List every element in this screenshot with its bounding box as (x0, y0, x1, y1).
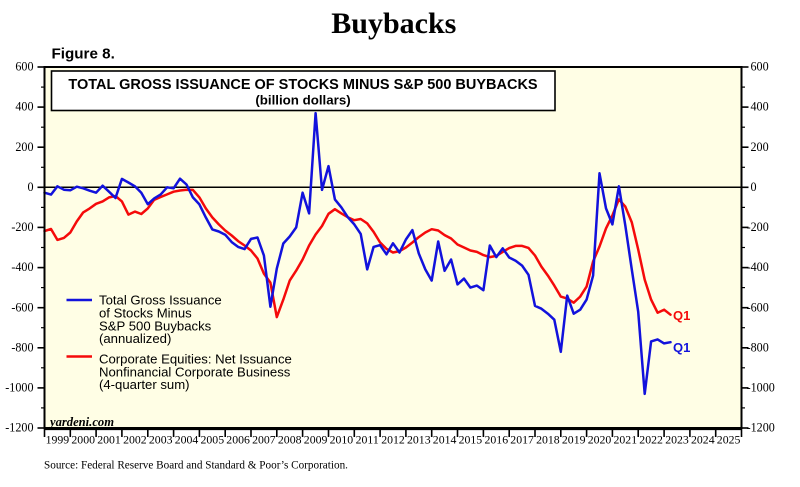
svg-text:-200: -200 (747, 220, 769, 234)
svg-text:0: 0 (751, 180, 757, 194)
svg-text:2016: 2016 (485, 433, 509, 447)
svg-text:2006: 2006 (226, 433, 250, 447)
svg-text:2025: 2025 (717, 433, 741, 447)
svg-text:2014: 2014 (433, 433, 457, 447)
svg-text:-400: -400 (11, 260, 33, 274)
svg-text:2010: 2010 (330, 433, 354, 447)
svg-text:(4-quarter sum): (4-quarter sum) (99, 377, 190, 392)
svg-text:yardeni.com: yardeni.com (48, 415, 114, 429)
svg-text:Source: Federal Reserve Board: Source: Federal Reserve Board and Standa… (44, 460, 348, 472)
svg-text:2018: 2018 (536, 433, 560, 447)
svg-text:Buybacks: Buybacks (331, 7, 456, 40)
svg-text:2021: 2021 (614, 433, 638, 447)
svg-text:2013: 2013 (407, 433, 431, 447)
svg-text:2017: 2017 (510, 433, 534, 447)
svg-text:(annualized): (annualized) (99, 331, 171, 346)
svg-text:S&P 500 Buybacks: S&P 500 Buybacks (99, 318, 212, 333)
svg-text:-400: -400 (747, 260, 769, 274)
svg-text:Q1: Q1 (673, 340, 690, 355)
svg-text:-1200: -1200 (5, 421, 33, 435)
svg-text:2012: 2012 (381, 433, 405, 447)
svg-text:-1200: -1200 (747, 421, 775, 435)
svg-text:-800: -800 (11, 340, 33, 354)
svg-text:2004: 2004 (175, 433, 199, 447)
svg-text:2008: 2008 (278, 433, 302, 447)
svg-text:-200: -200 (11, 220, 33, 234)
svg-text:2005: 2005 (201, 433, 225, 447)
svg-text:Q1: Q1 (673, 308, 690, 323)
svg-text:400: 400 (751, 100, 769, 114)
svg-text:2022: 2022 (639, 433, 663, 447)
svg-text:-800: -800 (747, 340, 769, 354)
svg-text:Nonfinancial Corporate Busines: Nonfinancial Corporate Business (99, 364, 291, 379)
svg-text:2024: 2024 (691, 433, 715, 447)
svg-text:2007: 2007 (252, 433, 276, 447)
svg-text:Corporate Equities: Net Issuan: Corporate Equities: Net Issuance (99, 351, 292, 366)
svg-text:2015: 2015 (459, 433, 483, 447)
svg-text:2020: 2020 (588, 433, 612, 447)
svg-text:2011: 2011 (356, 433, 379, 447)
svg-text:-1000: -1000 (5, 381, 33, 395)
svg-text:-600: -600 (747, 300, 769, 314)
svg-text:2002: 2002 (123, 433, 147, 447)
svg-text:TOTAL GROSS ISSUANCE OF STOCKS: TOTAL GROSS ISSUANCE OF STOCKS MINUS S&P… (68, 77, 538, 93)
svg-text:Figure 8.: Figure 8. (52, 46, 115, 63)
svg-text:2000: 2000 (71, 433, 95, 447)
svg-text:600: 600 (751, 60, 769, 74)
svg-text:2019: 2019 (562, 433, 586, 447)
svg-text:-600: -600 (11, 300, 33, 314)
svg-text:(billion dollars): (billion dollars) (255, 93, 350, 108)
svg-text:-1000: -1000 (747, 381, 775, 395)
svg-text:200: 200 (15, 140, 33, 154)
svg-text:400: 400 (15, 100, 33, 114)
svg-text:2001: 2001 (97, 433, 121, 447)
svg-text:of Stocks Minus: of Stocks Minus (99, 305, 192, 320)
svg-text:2003: 2003 (149, 433, 173, 447)
svg-text:0: 0 (27, 180, 33, 194)
svg-text:2009: 2009 (304, 433, 328, 447)
svg-text:Total Gross Issuance: Total Gross Issuance (99, 293, 222, 308)
svg-text:2023: 2023 (665, 433, 689, 447)
svg-text:200: 200 (751, 140, 769, 154)
svg-text:1999: 1999 (46, 433, 70, 447)
svg-text:600: 600 (15, 60, 33, 74)
